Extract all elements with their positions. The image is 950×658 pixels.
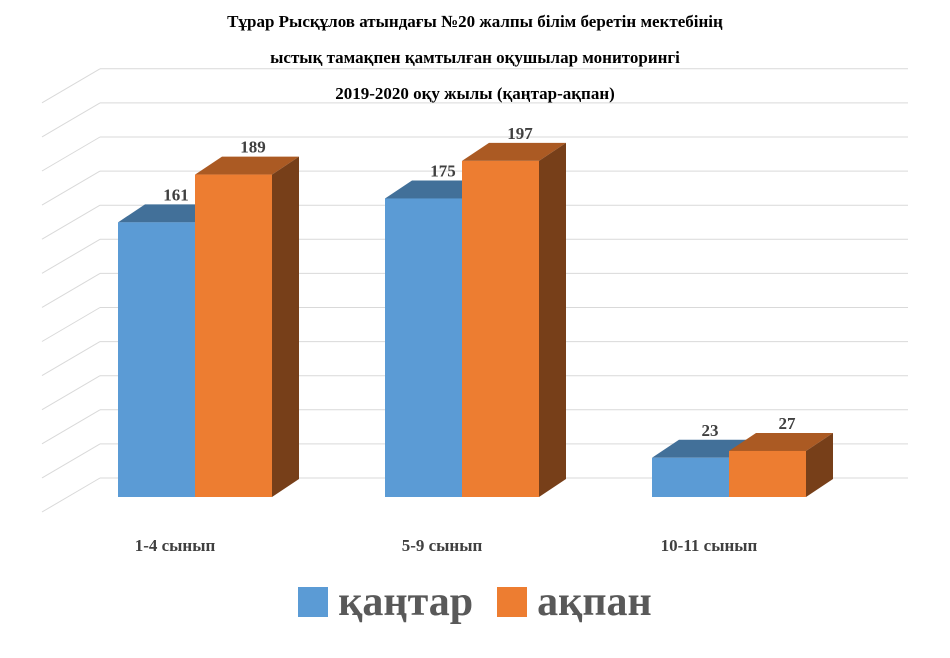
data-label: 175: [430, 161, 456, 180]
bar: [652, 457, 729, 497]
chart-title-line-1: Тұрар Рысқұлов атындағы №20 жалпы білім …: [227, 12, 723, 31]
gridline-side: [41, 409, 101, 445]
data-label: 197: [507, 124, 533, 143]
data-label: 161: [163, 185, 189, 204]
data-label: 189: [240, 138, 266, 157]
chart-title: Тұрар Рысқұлов атындағы №20 жалпы білім …: [0, 4, 950, 112]
legend-item-akpan: ақпан: [497, 578, 652, 626]
legend-label-akpan: ақпан: [537, 579, 652, 625]
bar: [195, 174, 272, 498]
legend-swatch-akpan: [497, 587, 528, 617]
gridline-side: [41, 341, 101, 377]
chart-title-line-2: ыстық тамақпен қамтылған оқушылар монито…: [270, 48, 680, 67]
bar: [462, 160, 539, 497]
chart-legend: қаңтар ақпан: [0, 578, 950, 626]
legend-label-kantar: қаңтар: [338, 579, 474, 625]
gridline-side: [41, 170, 101, 206]
legend-item-kantar: қаңтар: [298, 578, 473, 626]
bar-top: [195, 156, 299, 175]
bar-side: [806, 432, 833, 497]
bar: [118, 222, 195, 498]
gridline-side: [41, 272, 101, 308]
x-tick-label: 10-11 сынып: [661, 536, 758, 555]
bar-top: [462, 142, 566, 161]
x-tick-label: 1-4 сынып: [135, 536, 216, 555]
gridline-side: [41, 102, 101, 138]
gridline-side: [41, 238, 101, 274]
gridline-side: [41, 443, 101, 479]
bar-side: [539, 142, 566, 497]
gridline-side: [41, 307, 101, 342]
bar-side: [272, 156, 299, 498]
bar: [729, 450, 806, 497]
gridline-side: [41, 477, 101, 513]
gridline-side: [41, 68, 101, 104]
chart-title-line-3: 2019-2020 оқу жылы (қаңтар-ақпан): [335, 84, 615, 103]
x-tick-label: 5-9 сынып: [402, 536, 483, 555]
bar: [385, 198, 462, 497]
legend-swatch-kantar: [298, 587, 329, 617]
data-label: 23: [702, 421, 719, 440]
data-label: 27: [779, 414, 797, 433]
gridline-side: [41, 204, 101, 240]
bar-top: [729, 432, 833, 451]
gridline-side: [41, 375, 101, 411]
gridline-side: [41, 136, 101, 172]
